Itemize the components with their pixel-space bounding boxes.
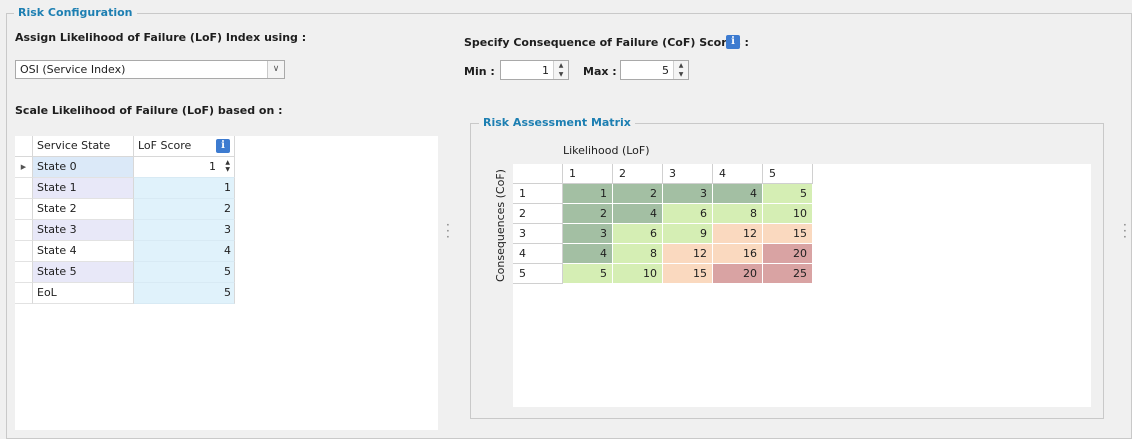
lof-score-value: 4 <box>224 244 231 257</box>
risk-assessment-matrix-group <box>470 123 1104 419</box>
matrix-row-header: 5 <box>513 264 563 284</box>
matrix-row-header: 3 <box>513 224 563 244</box>
chevron-down-icon[interactable]: ∨ <box>267 61 284 78</box>
lof-score-cell[interactable]: 2 <box>134 199 235 220</box>
matrix-cell[interactable]: 25 <box>763 264 813 284</box>
service-state-cell[interactable]: State 2 <box>33 199 134 220</box>
max-label: Max : <box>583 65 617 78</box>
matrix-cell[interactable]: 5 <box>563 264 613 284</box>
matrix-cell[interactable]: 4 <box>713 184 763 204</box>
matrix-cell[interactable]: 4 <box>563 244 613 264</box>
min-label: Min : <box>464 65 495 78</box>
matrix-row-header: 4 <box>513 244 563 264</box>
assign-lof-label: Assign Likelihood of Failure (LoF) Index… <box>15 31 307 44</box>
matrix-row-header: 2 <box>513 204 563 224</box>
spin-arrows-icon[interactable]: ▲ ▼ <box>225 159 230 173</box>
scale-lof-label: Scale Likelihood of Failure (LoF) based … <box>15 104 283 117</box>
matrix-cell[interactable]: 8 <box>713 204 763 224</box>
matrix-row-header: 1 <box>513 184 563 204</box>
service-state-cell[interactable]: State 4 <box>33 241 134 262</box>
info-icon[interactable]: i <box>216 139 230 153</box>
matrix-cell[interactable]: 10 <box>763 204 813 224</box>
lof-score-value: 2 <box>224 202 231 215</box>
splitter-handle-right[interactable]: · · · <box>1123 218 1127 244</box>
matrix-cell[interactable]: 12 <box>713 224 763 244</box>
likelihood-axis-label: Likelihood (LoF) <box>563 144 650 157</box>
service-state-cell[interactable]: EoL <box>33 283 134 304</box>
info-icon[interactable]: i <box>726 35 740 49</box>
matrix-cell[interactable]: 6 <box>663 204 713 224</box>
lof-score-header-label: LoF Score <box>138 139 192 152</box>
matrix-cell[interactable]: 2 <box>613 184 663 204</box>
matrix-column-header: 4 <box>713 164 763 184</box>
matrix-cell[interactable]: 4 <box>613 204 663 224</box>
lof-score-value: 3 <box>224 223 231 236</box>
row-indicator[interactable]: ▶ <box>15 157 33 178</box>
lof-score-cell[interactable]: 3 <box>134 220 235 241</box>
cof-label: Specify Consequence of Failure (CoF) Sco… <box>464 36 749 49</box>
lof-table: Service State LoF Score i ▶ State 0 1 ▲ ▼ Sta… <box>15 136 438 430</box>
matrix-cell[interactable]: 16 <box>713 244 763 264</box>
max-cof-spinner[interactable]: 5 ▲ ▼ <box>620 60 689 80</box>
spin-arrows-icon[interactable]: ▲ ▼ <box>673 61 688 79</box>
service-state-cell[interactable]: State 1 <box>33 178 134 199</box>
row-indicator[interactable] <box>15 199 33 220</box>
matrix-cell[interactable]: 3 <box>563 224 613 244</box>
matrix-cell[interactable]: 9 <box>663 224 713 244</box>
matrix-cell[interactable]: 10 <box>613 264 663 284</box>
service-state-cell[interactable]: State 5 <box>33 262 134 283</box>
lof-score-cell[interactable]: 1 ▲ ▼ <box>134 157 235 178</box>
lof-score-value: 5 <box>224 265 231 278</box>
min-cof-value: 1 <box>542 64 549 77</box>
spin-arrows-icon[interactable]: ▲ ▼ <box>553 61 568 79</box>
risk-configuration-title: Risk Configuration <box>14 6 137 20</box>
matrix-cell[interactable]: 2 <box>563 204 613 224</box>
matrix-cell[interactable]: 6 <box>613 224 663 244</box>
matrix-cell[interactable]: 12 <box>663 244 713 264</box>
lof-index-combo-value: OSI (Service Index) <box>20 63 126 76</box>
column-header-service-state[interactable]: Service State <box>33 136 134 157</box>
matrix-cell[interactable]: 15 <box>663 264 713 284</box>
min-cof-spinner[interactable]: 1 ▲ ▼ <box>500 60 569 80</box>
matrix-column-header: 1 <box>563 164 613 184</box>
row-indicator[interactable] <box>15 283 33 304</box>
service-state-cell[interactable]: State 3 <box>33 220 134 241</box>
lof-score-cell[interactable]: 4 <box>134 241 235 262</box>
matrix-cell[interactable]: 20 <box>763 244 813 264</box>
row-indicator[interactable] <box>15 241 33 262</box>
matrix-column-header: 5 <box>763 164 813 184</box>
matrix-cell[interactable]: 3 <box>663 184 713 204</box>
matrix-corner <box>513 164 563 184</box>
lof-score-value: 5 <box>224 286 231 299</box>
matrix-cell[interactable]: 5 <box>763 184 813 204</box>
risk-matrix: 1 2 3 4 5 1 1 2 3 4 5 2 2 4 6 8 10 3 3 6 9 12 15 4 4 8 12 16 20 5 5 10 1… <box>513 164 1091 407</box>
lof-score-cell[interactable]: 5 <box>134 283 235 304</box>
splitter-handle-left[interactable]: · · · <box>446 218 450 244</box>
service-state-cell[interactable]: State 0 <box>33 157 134 178</box>
row-indicator[interactable] <box>15 220 33 241</box>
matrix-cell[interactable]: 20 <box>713 264 763 284</box>
lof-score-value: 1 <box>209 160 216 173</box>
lof-score-cell[interactable]: 1 <box>134 178 235 199</box>
matrix-column-header: 3 <box>663 164 713 184</box>
table-corner <box>15 136 33 157</box>
column-header-lof-score[interactable]: LoF Score i <box>134 136 235 157</box>
matrix-cell[interactable]: 1 <box>563 184 613 204</box>
row-indicator[interactable] <box>15 262 33 283</box>
lof-index-combo[interactable]: OSI (Service Index) ∨ <box>15 60 285 79</box>
consequences-axis-label: Consequences (CoF) <box>494 169 507 282</box>
matrix-cell[interactable]: 8 <box>613 244 663 264</box>
row-indicator[interactable] <box>15 178 33 199</box>
lof-score-cell[interactable]: 5 <box>134 262 235 283</box>
matrix-cell[interactable]: 15 <box>763 224 813 244</box>
risk-assessment-matrix-title: Risk Assessment Matrix <box>479 116 635 130</box>
lof-score-value: 1 <box>224 181 231 194</box>
matrix-column-header: 2 <box>613 164 663 184</box>
max-cof-value: 5 <box>662 64 669 77</box>
